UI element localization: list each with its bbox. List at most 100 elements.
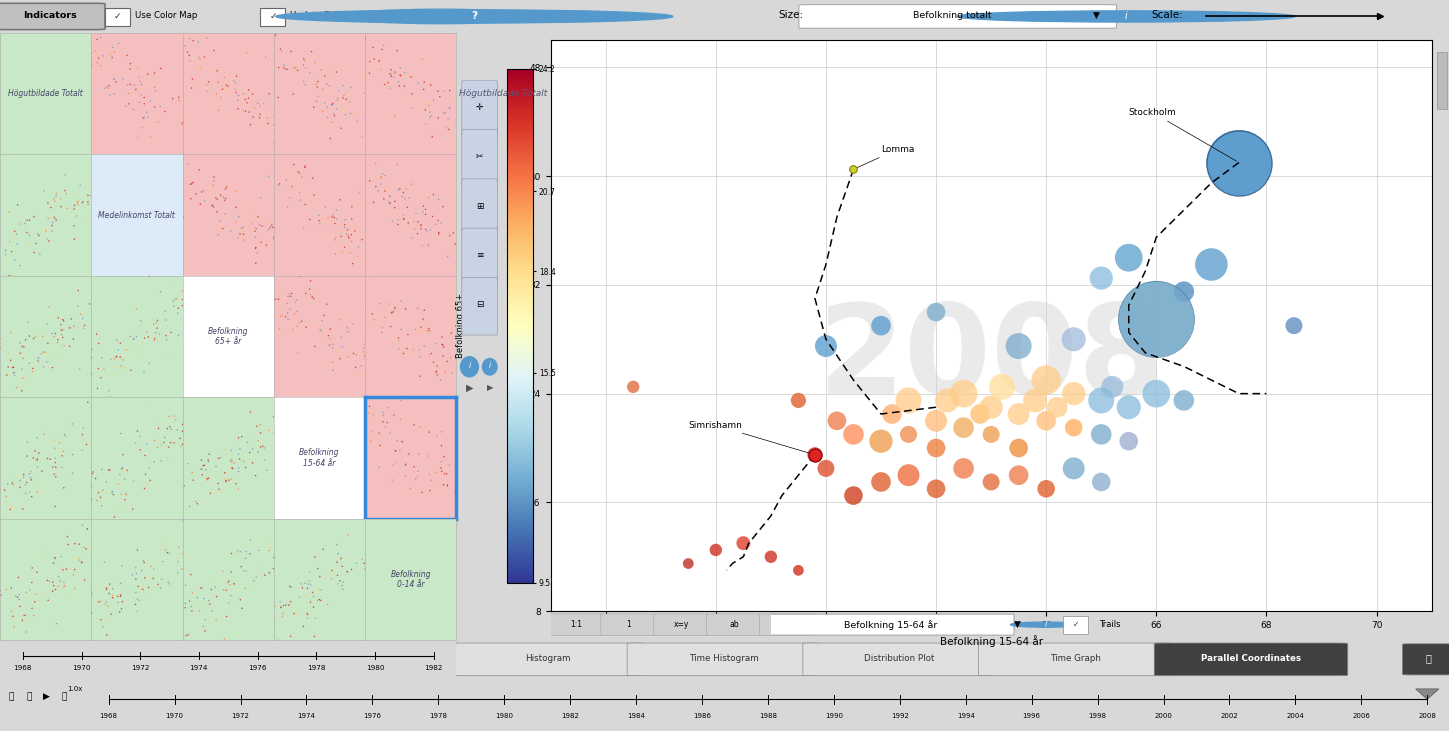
Point [43,213,67,224]
Point [281,181,304,193]
Point [219,567,242,578]
Point [214,577,238,589]
Point [232,565,255,577]
Point [414,203,438,215]
Point [294,577,317,589]
Point [20,602,43,614]
Point [162,410,185,422]
Point [149,440,172,452]
Point [327,194,351,205]
Point [81,344,104,355]
Point [158,548,181,559]
Point [298,579,322,591]
Point [129,319,152,330]
Point [842,428,865,440]
Point [120,342,143,354]
Point [320,99,343,110]
Point [59,206,83,218]
Point [207,76,230,88]
Point [433,468,456,480]
Point [128,431,151,442]
Point [171,294,194,306]
Point [72,575,96,586]
Point [278,192,301,204]
Point [312,105,335,117]
Point [285,295,309,306]
Point [216,577,239,588]
Point [924,306,948,318]
Point [287,166,310,178]
Point [264,180,287,192]
Point [322,357,345,368]
Point [154,545,177,556]
Point [388,62,412,74]
Point [413,104,436,115]
Point [132,367,155,379]
Point [262,613,285,625]
Point [245,257,268,269]
Point [243,232,267,243]
Point [26,356,49,368]
Point [138,463,161,474]
Point [298,289,322,300]
Point [94,487,117,499]
Point [397,217,420,229]
Point [1145,313,1168,325]
Point [274,311,297,323]
Point [417,469,440,480]
Point [51,442,74,454]
Point [203,45,226,56]
Point [842,164,865,175]
Point [20,474,43,485]
Point [332,238,355,250]
X-axis label: Befolkning 15-64 år: Befolkning 15-64 år [939,635,1043,647]
Text: Befolkning
15-64 år: Befolkning 15-64 år [300,448,339,468]
Point [49,341,72,352]
Point [43,553,67,564]
Point [190,598,213,610]
Point [336,351,359,363]
Point [62,203,85,215]
Point [220,548,243,559]
Point [171,563,194,575]
Point [199,595,222,607]
Point [36,352,59,363]
Point [171,57,194,69]
Point [180,569,203,580]
Point [384,445,407,457]
Point [372,79,396,91]
Point [341,564,364,575]
Point [54,428,77,440]
Point [435,468,458,480]
Point [414,208,438,220]
Point [406,352,429,363]
Point [223,111,246,123]
Point [1,230,25,241]
Point [227,432,251,444]
Point [427,194,451,205]
Point [226,103,249,115]
Point [258,567,281,579]
Point [1062,422,1085,433]
Point [235,565,258,577]
Point [325,213,348,225]
Point [146,442,170,453]
Point [397,328,420,340]
Point [125,562,148,574]
Point [214,610,238,622]
Point [301,173,325,184]
Point [380,321,403,333]
Point [333,119,356,131]
Point [70,444,93,456]
Point [330,102,354,114]
Point [897,428,920,440]
Point [112,462,135,474]
Point [438,102,461,114]
Point [42,557,65,569]
Bar [104,7,130,26]
Point [26,485,49,496]
Point [57,539,80,550]
Point [341,213,364,225]
Point [80,586,103,598]
Point [172,480,196,492]
